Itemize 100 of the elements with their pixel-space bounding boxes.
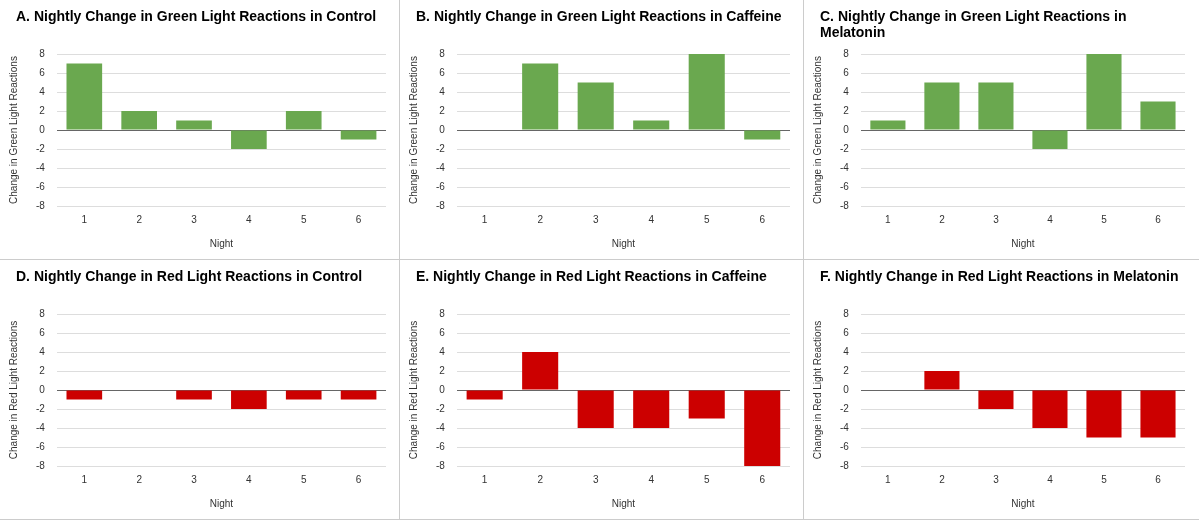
bar [285,111,322,130]
x-tick-label: 5 [1101,473,1108,485]
bar [121,111,157,130]
bar [978,82,1014,130]
y-tick-label: -8 [435,459,446,471]
bar [1086,54,1122,130]
bar [870,120,906,130]
y-tick-label: 8 [439,47,446,59]
x-tick-label: 3 [993,213,1000,225]
x-tick-label: 5 [703,473,710,485]
x-tick-label: 6 [1155,473,1162,485]
x-tick-label: 1 [885,473,892,485]
bar [176,120,212,130]
x-axis-title: Night [611,497,636,509]
bar [522,63,559,130]
y-tick-label: -4 [35,421,46,433]
y-tick-label: -2 [435,402,446,414]
x-tick-label: 6 [355,213,362,225]
y-tick-label: -4 [839,161,850,173]
x-tick-label: 5 [300,213,307,225]
y-tick-label: -2 [35,402,46,414]
x-tick-label: 5 [1101,213,1108,225]
x-tick-label: 2 [537,213,544,225]
y-tick-label: 0 [843,383,850,395]
x-tick-label: 2 [136,213,143,225]
y-tick-label: -2 [435,142,446,154]
chart-title: D. Nightly Change in Red Light Reactions in Control [15,267,364,286]
x-axis-title: Night [1011,497,1035,509]
y-tick-label: 2 [843,104,850,116]
x-tick-label: 6 [759,213,766,225]
y-tick-label: 4 [439,85,446,97]
x-tick-label: 3 [592,473,599,485]
x-tick-label: 1 [481,473,488,485]
chart-title: F. Nightly Change in Red Light Reactions in Melatonin [819,267,1180,286]
x-tick-label: 5 [300,473,307,485]
x-tick-label: 4 [1047,213,1054,225]
y-tick-label: 0 [39,383,46,395]
bar [231,130,267,149]
bar [66,63,103,130]
y-tick-label: 2 [39,364,46,376]
x-tick-label: 1 [481,213,488,225]
y-tick-label: 0 [843,123,850,135]
y-tick-label: 6 [843,326,850,338]
x-tick-label: 4 [648,213,655,225]
y-tick-label: 4 [843,85,850,97]
y-tick-label: -6 [435,180,446,192]
x-tick-label: 1 [81,473,88,485]
y-tick-label: -4 [35,161,46,173]
x-tick-label: 3 [993,473,1000,485]
y-tick-label: -8 [839,199,850,211]
chart-title: C. Nightly Change in Green Light Reactions in Melatonin [819,7,1128,40]
x-tick-label: 1 [885,213,892,225]
bar [340,130,377,140]
x-tick-label: 6 [759,473,766,485]
y-tick-label: 6 [39,326,46,338]
y-tick-label: 4 [439,345,446,357]
y-axis-title: Change in Red Light Reactions [7,320,19,460]
y-axis-title: Change in Green Light Reactions [7,56,19,204]
x-tick-label: 2 [939,213,946,225]
x-tick-label: 6 [1155,213,1162,225]
y-tick-label: 6 [39,66,46,78]
x-tick-label: 3 [191,213,198,225]
y-axis-title: Change in Green Light Reactions [811,56,823,204]
y-tick-label: -6 [839,180,850,192]
y-tick-label: -6 [35,440,46,452]
y-tick-label: -6 [435,440,446,452]
x-axis-title: Night [209,237,234,249]
x-tick-label: 4 [246,473,253,485]
x-tick-label: 4 [648,473,655,485]
bar [744,130,781,140]
x-axis-title: Night [611,237,636,249]
y-tick-label: 2 [439,104,446,116]
bar [1032,130,1068,149]
y-tick-label: -4 [435,421,446,433]
y-tick-label: 6 [439,326,446,338]
y-axis-title: Change in Red Light Reactions [811,320,823,460]
y-axis-title: Change in Red Light Reactions [407,320,419,460]
y-axis-title: Change in Green Light Reactions [407,56,419,204]
x-tick-label: 2 [537,473,544,485]
y-tick-label: 2 [39,104,46,116]
bar [688,54,725,130]
y-tick-label: 0 [439,383,446,395]
y-tick-label: 8 [439,307,446,319]
y-tick-label: 8 [39,47,46,59]
y-tick-label: 8 [39,307,46,319]
x-tick-label: 2 [939,473,946,485]
x-tick-label: 4 [1047,473,1054,485]
y-tick-label: 4 [39,85,46,97]
y-tick-label: -8 [35,199,46,211]
chart-title: B. Nightly Change in Green Light Reactions in Caffeine [415,7,783,26]
bar [633,120,670,130]
chart-title: A. Nightly Change in Green Light Reactions in Control [15,7,378,26]
x-tick-label: 2 [136,473,143,485]
y-tick-label: 0 [439,123,446,135]
x-tick-label: 6 [355,473,362,485]
bar [924,82,960,130]
x-tick-label: 1 [81,213,88,225]
y-tick-label: 4 [843,345,850,357]
x-axis-title: Night [1011,237,1035,249]
y-tick-label: -8 [35,459,46,471]
